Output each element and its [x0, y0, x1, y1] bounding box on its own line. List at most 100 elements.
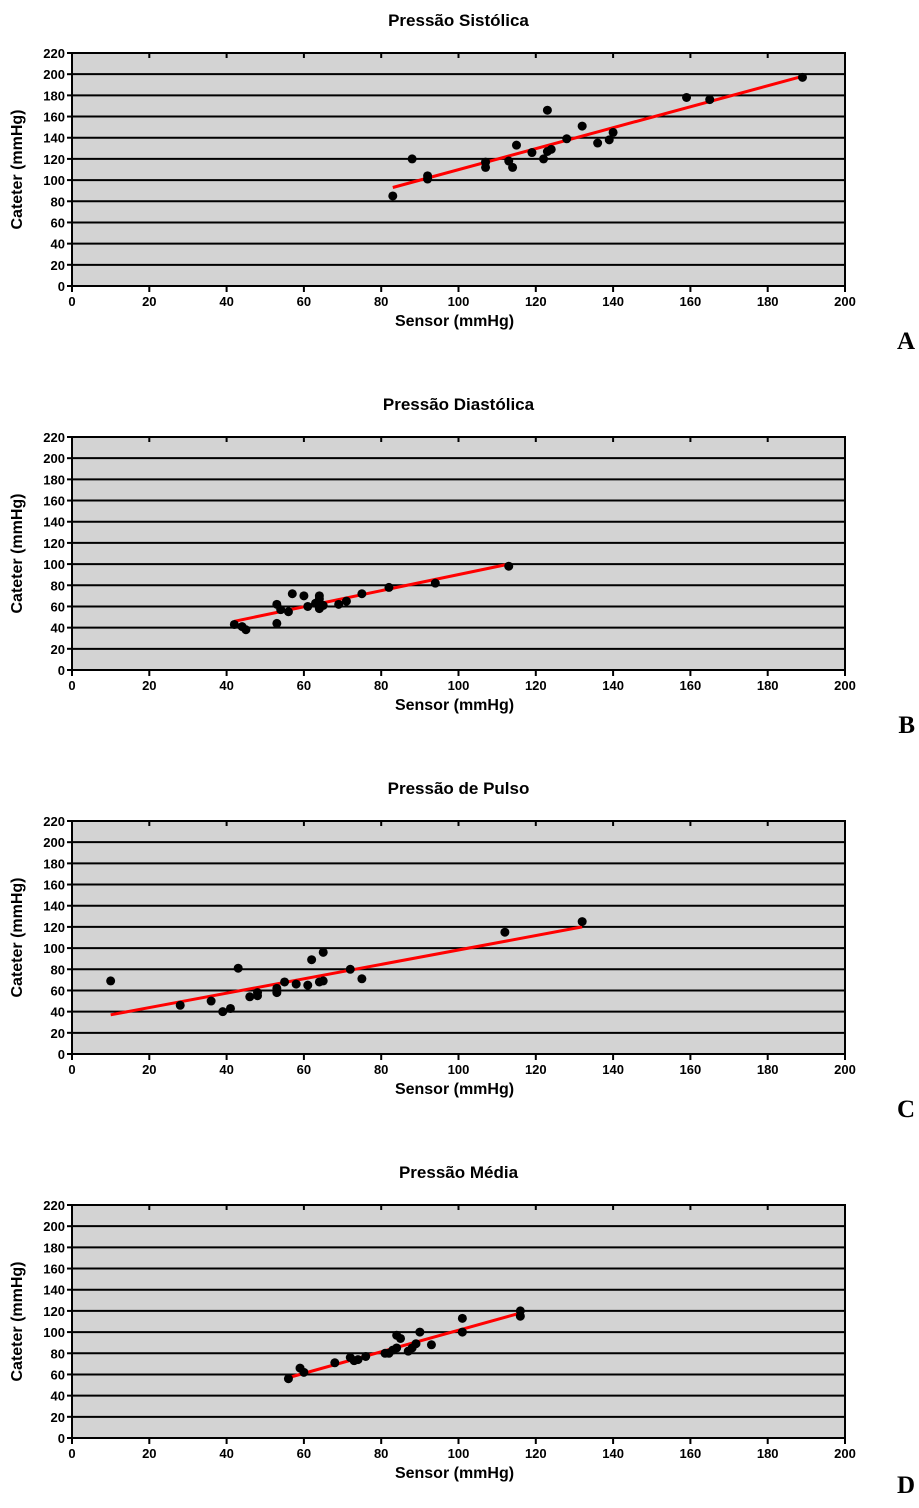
x-tick-label: 100	[448, 294, 470, 309]
y-tick-label: 200	[43, 451, 65, 466]
y-tick-label: 80	[51, 1346, 65, 1361]
chart-title: Pressão Sistólica	[388, 11, 529, 30]
x-tick-label: 160	[680, 678, 702, 693]
data-point	[318, 947, 328, 957]
y-tick-label: 0	[58, 1047, 65, 1062]
y-tick-label: 120	[43, 1304, 65, 1319]
data-point	[577, 121, 587, 131]
y-tick-label: 180	[43, 1240, 65, 1255]
x-tick-label: 200	[834, 1446, 856, 1461]
data-point	[253, 988, 263, 998]
chart-panel-systolic: Pressão Sistólica 0 20 40 60 80 100 120 140 160 18…	[0, 0, 919, 380]
chart-title: Pressão Diastólica	[383, 395, 535, 414]
x-tick-label: 80	[374, 678, 388, 693]
chart-panel-mean: Pressão Média 0 20 40 60 80 100 120 140 160 180 200…	[0, 1152, 919, 1508]
plot-border	[71, 436, 846, 671]
y-tick-label: 200	[43, 1219, 65, 1234]
data-point	[357, 974, 367, 984]
x-tick-label: 180	[757, 1062, 779, 1077]
x-tick-label: 40	[219, 1062, 233, 1077]
x-tick-label: 20	[142, 1446, 156, 1461]
data-point	[388, 191, 398, 201]
x-tick-label: 120	[525, 678, 547, 693]
y-tick-label: 80	[51, 962, 65, 977]
y-tick-label: 100	[43, 557, 65, 572]
data-point	[233, 963, 243, 973]
y-tick-label: 60	[51, 983, 65, 998]
y-tick-label: 100	[43, 941, 65, 956]
panel-letter: D	[896, 1472, 915, 1499]
data-point	[361, 1351, 371, 1361]
data-point	[303, 601, 313, 611]
x-tick-label: 140	[602, 294, 624, 309]
plot-border	[71, 52, 846, 287]
data-point	[229, 619, 239, 629]
y-tick-label: 40	[51, 1005, 65, 1020]
regression-line	[392, 74, 803, 189]
y-tick-label: 220	[43, 430, 65, 445]
data-point	[527, 148, 537, 158]
x-tick-label: 40	[219, 294, 233, 309]
data-point	[280, 977, 290, 987]
y-tick-label: 0	[58, 663, 65, 678]
data-point	[593, 138, 603, 148]
data-point	[539, 154, 549, 164]
data-point	[330, 1358, 340, 1368]
y-tick-label: 200	[43, 835, 65, 850]
y-tick-label: 40	[51, 1389, 65, 1404]
x-tick-label: 0	[68, 1446, 75, 1461]
data-point	[546, 144, 556, 154]
data-point	[106, 976, 116, 986]
x-tick-label: 20	[142, 1062, 156, 1077]
data-point	[307, 955, 317, 965]
y-tick-label: 40	[51, 237, 65, 252]
y-tick-label: 100	[43, 1325, 65, 1340]
y-axis-label: Cateter (mmHg)	[9, 1261, 26, 1381]
chart-panel-pulse: Pressão de Pulso 0 20 40 60 80 100 120 140 160 180…	[0, 768, 919, 1148]
y-tick-label: 180	[43, 88, 65, 103]
data-point	[218, 1007, 228, 1017]
y-tick-label: 200	[43, 67, 65, 82]
data-point	[396, 1333, 406, 1343]
x-tick-label: 80	[374, 1446, 388, 1461]
chart-title: Pressão Média	[399, 1163, 519, 1182]
data-point	[241, 625, 251, 635]
data-point	[457, 1327, 467, 1337]
data-point	[272, 618, 282, 628]
x-tick-label: 140	[602, 1062, 624, 1077]
data-point	[500, 927, 510, 937]
x-axis-label: Sensor (mmHg)	[395, 1081, 514, 1098]
data-point	[384, 582, 394, 592]
scatter-chart-systolic: Pressão Sistólica 0 20 40 60 80 100 120 140 160 18…	[9, 11, 856, 330]
x-tick-label: 160	[680, 1062, 702, 1077]
data-point	[245, 992, 255, 1002]
y-tick-label: 20	[51, 642, 65, 657]
x-tick-label: 80	[374, 294, 388, 309]
y-tick-label: 140	[43, 1283, 65, 1298]
x-tick-label: 140	[602, 1446, 624, 1461]
y-tick-label: 140	[43, 515, 65, 530]
data-point	[175, 1000, 185, 1010]
data-point	[272, 983, 282, 993]
scatter-chart-mean: Pressão Média020406080100120140160180200…	[9, 1163, 856, 1482]
data-point	[797, 72, 807, 82]
data-point	[504, 561, 514, 571]
x-tick-label: 60	[297, 1062, 311, 1077]
x-tick-label: 20	[142, 294, 156, 309]
x-tick-label: 0	[68, 1062, 75, 1077]
y-tick-label: 160	[43, 1262, 65, 1277]
data-point	[287, 589, 297, 599]
x-tick-label: 120	[525, 1446, 547, 1461]
y-tick-label: 120	[43, 920, 65, 935]
y-tick-label: 60	[51, 215, 65, 230]
plot-area	[72, 437, 845, 670]
y-tick-label: 220	[43, 46, 65, 61]
chart-panel-diastolic: Pressão Diastólica 0 20 40 60 80 100 120 140 160 1…	[0, 384, 919, 764]
data-point	[481, 157, 491, 167]
data-point	[276, 605, 286, 615]
x-tick-label: 120	[525, 294, 547, 309]
scatter-chart-pulse: Pressão de Pulso 0 20 40 60 80 100 120 140 160 180…	[9, 779, 856, 1098]
y-tick-label: 40	[51, 621, 65, 636]
y-tick-label: 160	[43, 878, 65, 893]
data-point	[318, 600, 328, 610]
